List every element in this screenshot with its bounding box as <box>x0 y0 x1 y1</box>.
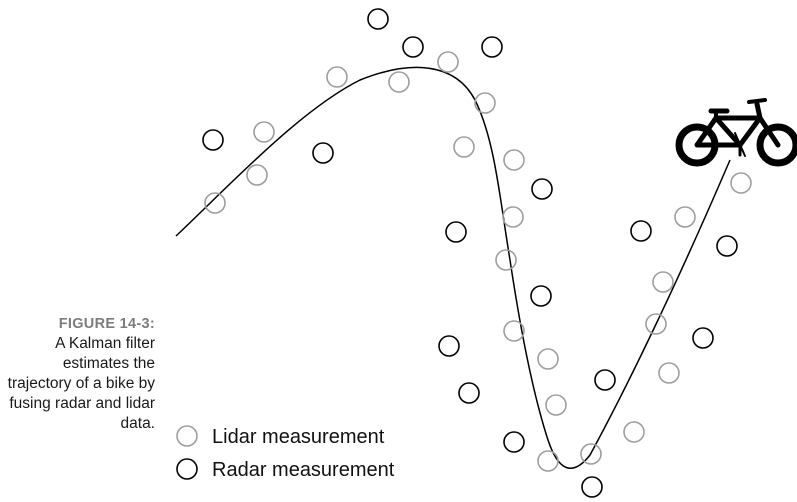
lidar-point <box>253 121 275 143</box>
radar-point <box>531 178 553 200</box>
lidar-point <box>388 71 410 93</box>
lidar-point <box>502 206 524 228</box>
radar-point <box>458 382 480 404</box>
radar-point <box>367 8 389 30</box>
figure-caption: FIGURE 14-3: A Kalman filter estimates t… <box>0 316 155 434</box>
lidar-point <box>658 362 680 384</box>
lidar-point <box>674 206 696 228</box>
lidar-point <box>652 271 674 293</box>
lidar-point <box>474 92 496 114</box>
radar-point <box>481 36 503 58</box>
radar-points <box>202 8 738 498</box>
radar-point <box>445 221 467 243</box>
radar-point <box>581 476 603 498</box>
lidar-point <box>503 320 525 342</box>
lidar-point <box>246 164 268 186</box>
lidar-point <box>503 149 525 171</box>
lidar-point <box>437 51 459 73</box>
lidar-point <box>204 192 226 214</box>
radar-point <box>503 431 525 453</box>
radar-point <box>530 285 552 307</box>
lidar-point <box>495 249 517 271</box>
radar-point <box>438 335 460 357</box>
lidar-point <box>453 136 475 158</box>
radar-point <box>630 220 652 242</box>
lidar-point <box>623 421 645 443</box>
legend-radar-label: Radar measurement <box>212 459 395 481</box>
radar-point <box>312 142 334 164</box>
radar-point <box>402 36 424 58</box>
legend-lidar-label: Lidar measurement <box>212 426 385 448</box>
lidar-point <box>537 450 559 472</box>
lidar-point <box>645 313 667 335</box>
radar-point <box>716 235 738 257</box>
caption-text: A Kalman filter estimates the trajectory… <box>7 335 155 432</box>
radar-point <box>692 327 714 349</box>
radar-point <box>594 369 616 391</box>
lidar-points <box>204 51 752 472</box>
legend: Lidar measurement Radar measurement <box>176 425 395 481</box>
lidar-point <box>580 443 602 465</box>
lidar-point <box>545 394 567 416</box>
bicycle-icon <box>675 98 797 167</box>
caption-label: FIGURE 14-3: <box>58 316 155 332</box>
legend-radar-marker <box>176 458 198 480</box>
lidar-point <box>537 348 559 370</box>
radar-point <box>202 129 224 151</box>
legend-lidar-marker <box>176 425 198 447</box>
estimated-trajectory <box>175 66 731 469</box>
lidar-point <box>730 172 752 194</box>
lidar-point <box>326 66 348 88</box>
